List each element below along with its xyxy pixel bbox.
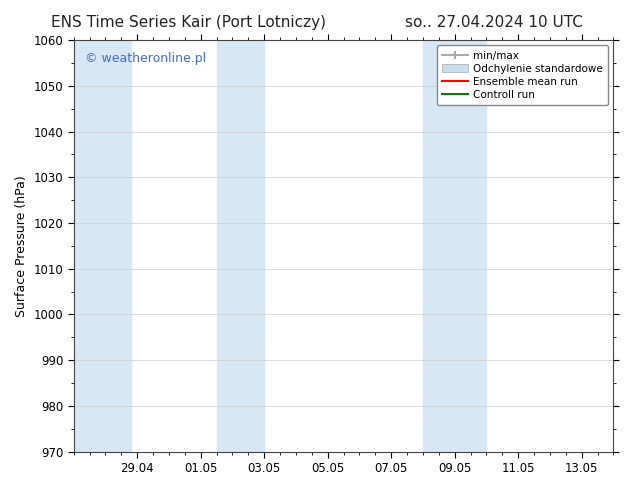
Y-axis label: Surface Pressure (hPa): Surface Pressure (hPa)	[15, 175, 28, 317]
Bar	[423, 40, 486, 452]
Text: so.. 27.04.2024 10 UTC: so.. 27.04.2024 10 UTC	[405, 15, 583, 30]
Text: ENS Time Series Kair (Port Lotniczy): ENS Time Series Kair (Port Lotniczy)	[51, 15, 326, 30]
Text: © weatheronline.pl: © weatheronline.pl	[84, 52, 205, 66]
Bar	[74, 40, 131, 452]
Legend: min/max, Odchylenie standardowe, Ensemble mean run, Controll run: min/max, Odchylenie standardowe, Ensembl…	[437, 46, 608, 105]
Bar	[217, 40, 264, 452]
